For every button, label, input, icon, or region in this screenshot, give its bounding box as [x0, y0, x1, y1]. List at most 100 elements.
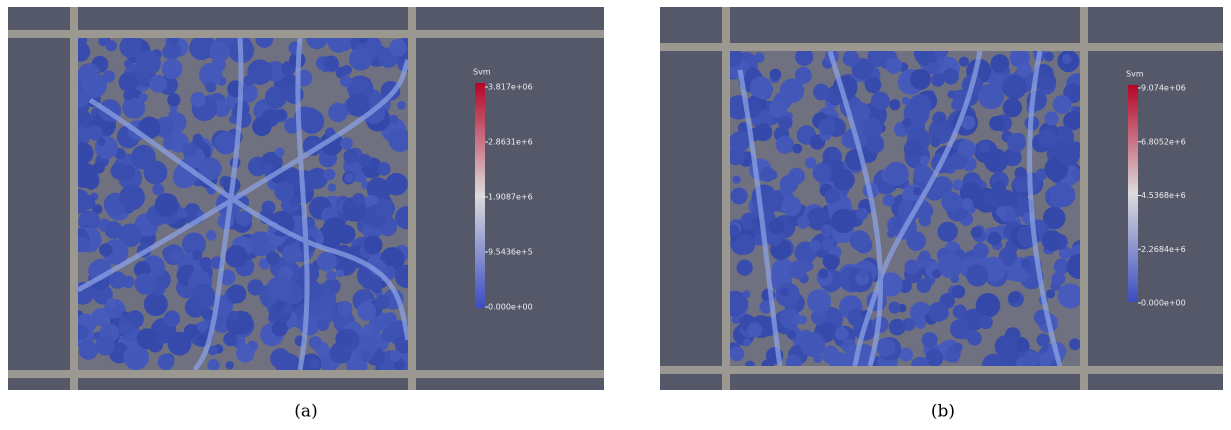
particle: [357, 301, 377, 321]
particle: [903, 139, 923, 159]
particle: [138, 93, 148, 103]
particle: [235, 211, 249, 225]
particle: [882, 194, 895, 207]
particle: [787, 329, 797, 340]
particle: [1066, 253, 1080, 280]
particle: [1008, 291, 1020, 304]
particle: [1042, 206, 1066, 230]
particle: [761, 359, 774, 366]
colorbar-label: 9.5436e+5: [488, 248, 533, 257]
particle: [950, 354, 959, 363]
particle: [351, 193, 366, 207]
particle: [1016, 61, 1032, 77]
particle: [1002, 98, 1023, 118]
particle: [247, 279, 264, 296]
particle: [925, 348, 944, 366]
particle: [987, 231, 1002, 246]
wall: [660, 366, 1223, 374]
particle: [926, 62, 939, 75]
particle: [949, 319, 970, 340]
particle: [110, 162, 128, 180]
particle: [913, 51, 940, 66]
particle: [78, 162, 98, 188]
particle: [851, 102, 871, 121]
wall: [8, 370, 604, 378]
particle: [867, 51, 889, 68]
particle: [731, 314, 741, 324]
particle: [888, 318, 906, 336]
particle: [942, 68, 959, 85]
particle: [769, 68, 782, 81]
particle: [192, 133, 203, 144]
particle: [266, 276, 293, 302]
particle: [937, 221, 958, 242]
particle: [947, 90, 956, 99]
particle: [991, 180, 1007, 196]
particle: [275, 353, 302, 370]
particle: [211, 57, 226, 73]
particle: [1061, 54, 1072, 65]
particle: [806, 207, 830, 231]
particle: [1053, 258, 1070, 275]
particle: [304, 107, 319, 122]
particle: [975, 293, 1001, 318]
particle: [899, 347, 913, 362]
particle: [199, 256, 212, 270]
particle: [957, 139, 976, 158]
particle: [736, 259, 753, 276]
particle: [78, 90, 90, 108]
particle: [1007, 133, 1026, 152]
particle: [335, 269, 345, 278]
particle: [967, 331, 982, 346]
particle: [268, 314, 277, 323]
particle: [1036, 333, 1050, 347]
particle: [397, 100, 406, 110]
particle: [98, 38, 109, 47]
particle: [152, 183, 165, 196]
particle: [917, 202, 934, 219]
particle: [349, 47, 373, 71]
particle: [362, 324, 375, 337]
caption: (b): [931, 402, 955, 422]
particle: [118, 72, 139, 92]
particle: [952, 304, 967, 319]
particle: [913, 164, 933, 184]
particle: [928, 302, 949, 322]
particle: [911, 356, 929, 366]
particle: [266, 251, 280, 266]
particle: [190, 283, 216, 308]
particle: [953, 342, 963, 353]
particle: [377, 180, 394, 197]
particle: [730, 51, 743, 67]
particle: [163, 41, 182, 60]
particle: [374, 294, 390, 310]
particle: [381, 328, 396, 343]
particle: [754, 123, 773, 142]
particle: [800, 331, 826, 357]
particle: [785, 354, 802, 366]
particle: [933, 51, 949, 59]
particle: [904, 259, 920, 275]
particle: [271, 320, 288, 337]
particle: [167, 93, 181, 107]
colorbar-label: 6.8052e+6: [1141, 137, 1186, 146]
particle: [182, 142, 198, 158]
particle: [918, 250, 931, 263]
particle: [802, 260, 814, 272]
particle: [219, 269, 236, 286]
particle: [1044, 111, 1059, 126]
particle: [1035, 168, 1048, 181]
particle: [730, 187, 748, 205]
particle: [143, 292, 168, 317]
particle: [82, 72, 108, 98]
particle: [941, 191, 962, 212]
panel-b: Svm 9.074e+06 6.8052e+6 4.5368e+6 2.2684e+6…: [660, 7, 1223, 390]
wall: [408, 7, 416, 390]
particle: [169, 249, 183, 263]
particle: [824, 188, 840, 204]
particle: [930, 137, 941, 148]
particle: [864, 76, 882, 94]
particle: [884, 161, 909, 186]
particle: [888, 301, 901, 314]
particle: [831, 208, 856, 234]
